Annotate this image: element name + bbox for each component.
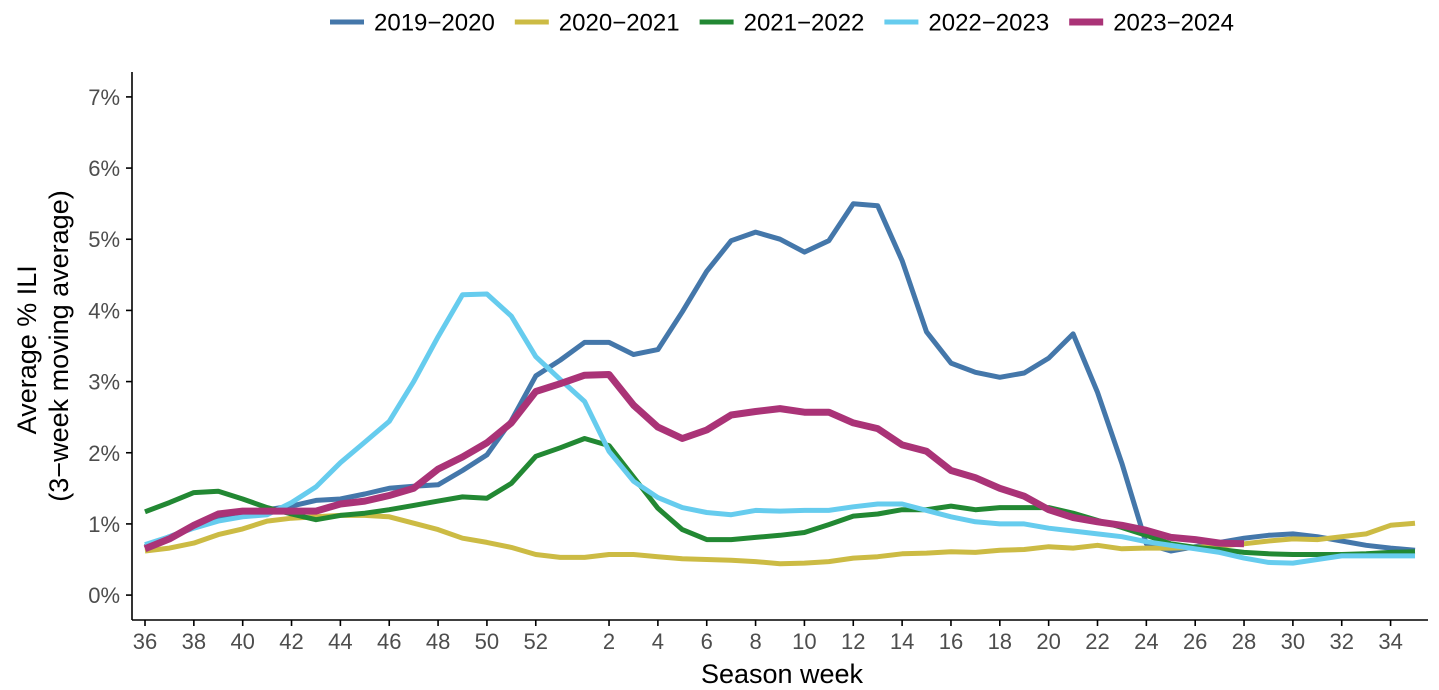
legend-item: 2023−2024 — [1069, 10, 1234, 37]
series-line-4 — [143, 371, 1245, 553]
legend-label: 2021−2022 — [744, 10, 865, 37]
legend-item: 2020−2021 — [514, 10, 680, 37]
legend-label: 2020−2021 — [559, 10, 680, 37]
x-tick-label: 40 — [230, 629, 254, 654]
y-axis-title-line-2: (3−week moving average) — [44, 190, 74, 501]
y-tick-label: 7% — [88, 85, 120, 110]
x-tick-label: 30 — [1281, 629, 1305, 654]
y-axis-title-line-1: Average % ILI — [12, 265, 42, 434]
axes-layer: 0%1%2%3%4%5%6%7% 36 38 40 42 44 46 48 50 52 2 4 6 8 1… — [88, 72, 1428, 654]
legend: 2019−2020 2020−2021 2021−2022 2022−2023 2023… — [330, 10, 1234, 37]
x-tick-label: 14 — [890, 629, 914, 654]
x-tick-label: 6 — [701, 629, 713, 654]
x-tick-label: 18 — [988, 629, 1012, 654]
series-line-2 — [144, 436, 1416, 557]
x-tick-label: 50 — [475, 629, 499, 654]
x-tick-label: 20 — [1036, 629, 1060, 654]
x-tick-label: 16 — [939, 629, 963, 654]
x-tick-label: 24 — [1134, 629, 1158, 654]
x-axis-ticks: 36 38 40 42 44 46 48 50 52 2 4 6 8 10 12 14 16 18 20 22 24 26… — [133, 620, 1403, 654]
x-tick-label: 48 — [426, 629, 450, 654]
y-tick-label: 0% — [88, 583, 120, 608]
y-tick-label: 6% — [88, 156, 120, 181]
x-tick-label: 44 — [328, 629, 352, 654]
y-tick-label: 5% — [88, 227, 120, 252]
x-tick-label: 22 — [1085, 629, 1109, 654]
y-tick-label: 3% — [88, 370, 120, 395]
y-axis-title: Average % ILI (3−week moving average) — [12, 190, 74, 501]
legend-label: 2022−2023 — [928, 10, 1049, 37]
x-tick-label: 26 — [1183, 629, 1207, 654]
x-tick-label: 34 — [1378, 629, 1402, 654]
legend-item: 2022−2023 — [884, 10, 1049, 37]
x-tick-label: 32 — [1329, 629, 1353, 654]
x-tick-label: 12 — [841, 629, 865, 654]
legend-item: 2021−2022 — [699, 10, 865, 37]
series-line-0 — [144, 201, 1416, 554]
legend-label: 2023−2024 — [1113, 10, 1234, 37]
x-tick-label: 38 — [182, 629, 206, 654]
series-layer — [143, 201, 1416, 567]
x-tick-label: 28 — [1232, 629, 1256, 654]
x-tick-label: 52 — [524, 629, 548, 654]
x-tick-label: 10 — [792, 629, 816, 654]
x-tick-label: 36 — [133, 629, 157, 654]
y-tick-label: 2% — [88, 441, 120, 466]
legend-label: 2019−2020 — [374, 10, 495, 37]
x-tick-label: 42 — [279, 629, 303, 654]
y-tick-label: 1% — [88, 512, 120, 537]
x-axis-title: Season week — [701, 659, 864, 689]
x-tick-label: 2 — [603, 629, 615, 654]
y-axis-ticks: 0% 1% 2% 3% 4% 5% 6% 7% — [88, 85, 132, 608]
x-tick-label: 46 — [377, 629, 401, 654]
x-tick-label: 4 — [652, 629, 664, 654]
x-tick-label: 8 — [749, 629, 761, 654]
legend-item: 2019−2020 — [330, 10, 495, 37]
y-tick-label: 4% — [88, 298, 120, 323]
series-line-3 — [144, 291, 1415, 566]
